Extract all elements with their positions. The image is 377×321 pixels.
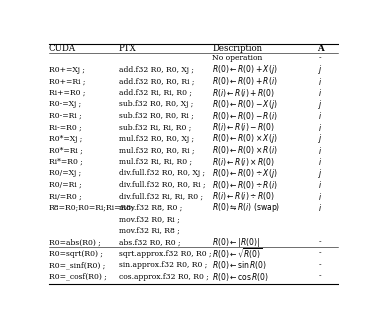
Text: CUDA: CUDA [49,44,76,53]
Text: $j$: $j$ [318,98,323,111]
Text: sqrt.approx.f32 R0, R0 ;: sqrt.approx.f32 R0, R0 ; [119,250,211,258]
Text: R0=_sinf(R0) ;: R0=_sinf(R0) ; [49,261,105,269]
Text: $i$: $i$ [318,110,322,121]
Text: sub.f32 R0, R0, Xj ;: sub.f32 R0, R0, Xj ; [119,100,193,108]
Text: $j$: $j$ [318,63,323,76]
Text: R0+=Xj ;: R0+=Xj ; [49,66,84,74]
Text: $R(0)\leftarrow R(0)\div R(i)$: $R(0)\leftarrow R(0)\div R(i)$ [212,179,278,191]
Text: $R(0)\leftarrow R(0)\div X(j)$: $R(0)\leftarrow R(0)\div X(j)$ [212,167,278,180]
Text: A: A [317,44,324,53]
Text: Ri-=R0 ;: Ri-=R0 ; [49,123,81,131]
Text: R0*=Xj ;: R0*=Xj ; [49,135,82,143]
Text: -: - [319,238,322,246]
Text: R0=abs(R0) ;: R0=abs(R0) ; [49,238,100,246]
Text: $R(0)\leftarrow R(0)\times R(i)$: $R(0)\leftarrow R(0)\times R(i)$ [212,144,278,156]
Text: -: - [319,250,322,258]
Text: sin.approx.f32 R0, R0 ;: sin.approx.f32 R0, R0 ; [119,261,207,269]
Text: R8=R0;R0=Ri;Ri=R8;: R8=R0;R0=Ri;Ri=R8; [49,204,134,212]
Text: $i$: $i$ [318,76,322,87]
Text: -: - [319,261,322,269]
Text: R0=_cosf(R0) ;: R0=_cosf(R0) ; [49,273,106,281]
Text: R0=sqrt(R0) ;: R0=sqrt(R0) ; [49,250,103,258]
Text: $R(0)\leftrightharpoons R(i)$ (swap): $R(0)\leftrightharpoons R(i)$ (swap) [212,201,280,214]
Text: $R(i)\leftarrow R(i)-R(0)$: $R(i)\leftarrow R(i)-R(0)$ [212,121,275,133]
Text: Ri*=R0 ;: Ri*=R0 ; [49,158,83,166]
Text: mul.f32 R0, R0, Ri ;: mul.f32 R0, R0, Ri ; [119,146,194,154]
Text: div.full.f32 R0, R0, Ri ;: div.full.f32 R0, R0, Ri ; [119,181,205,189]
Text: mov.f32 R8, R0 ;: mov.f32 R8, R0 ; [119,204,182,212]
Text: -: - [319,273,322,281]
Text: Ri+=R0 ;: Ri+=R0 ; [49,89,85,97]
Text: mul.f32 R0, R0, Xj ;: mul.f32 R0, R0, Xj ; [119,135,194,143]
Text: No operation: No operation [212,54,262,62]
Text: Description: Description [212,44,262,53]
Text: sub.f32 R0, R0, Ri ;: sub.f32 R0, R0, Ri ; [119,112,193,120]
Text: $i$: $i$ [318,122,322,133]
Text: $R(0)\leftarrow R(0)+X(j)$: $R(0)\leftarrow R(0)+X(j)$ [212,63,278,76]
Text: R0*=Ri ;: R0*=Ri ; [49,146,83,154]
Text: PTX: PTX [119,44,136,53]
Text: mov.f32 Ri, R8 ;: mov.f32 Ri, R8 ; [119,227,179,235]
Text: -: - [319,54,322,62]
Text: $R(0)\leftarrow R(0)\times X(j)$: $R(0)\leftarrow R(0)\times X(j)$ [212,132,278,145]
Text: $i$: $i$ [318,156,322,167]
Text: $R(0)\leftarrow R(0)-R(i)$: $R(0)\leftarrow R(0)-R(i)$ [212,110,278,122]
Text: R0/=Xj ;: R0/=Xj ; [49,169,81,177]
Text: $R(0)\leftarrow \sqrt{R(0)}$: $R(0)\leftarrow \sqrt{R(0)}$ [212,247,263,261]
Text: $i$: $i$ [318,87,322,98]
Text: Ri/=R0 ;: Ri/=R0 ; [49,192,81,200]
Text: $j$: $j$ [318,167,323,180]
Text: add.f32 Ri, Ri, R0 ;: add.f32 Ri, Ri, R0 ; [119,89,192,97]
Text: $i$: $i$ [318,179,322,190]
Text: add.f32 R0, R0, Ri ;: add.f32 R0, R0, Ri ; [119,77,194,85]
Text: $i$: $i$ [318,202,322,213]
Text: R0-=Ri ;: R0-=Ri ; [49,112,81,120]
Text: mul.f32 Ri, Ri, R0 ;: mul.f32 Ri, Ri, R0 ; [119,158,192,166]
Text: R0-=Xj ;: R0-=Xj ; [49,100,81,108]
Text: add.f32 R0, R0, Xj ;: add.f32 R0, R0, Xj ; [119,66,194,74]
Text: R0+=Ri ;: R0+=Ri ; [49,77,85,85]
Text: $R(i)\leftarrow R(i)\times R(0)$: $R(i)\leftarrow R(i)\times R(0)$ [212,156,275,168]
Text: $R(i)\leftarrow R(i)+R(0)$: $R(i)\leftarrow R(i)+R(0)$ [212,87,275,99]
Text: $R(0)\leftarrow R(0)-X(j)$: $R(0)\leftarrow R(0)-X(j)$ [212,98,278,111]
Text: cos.approx.f32 R0, R0 ;: cos.approx.f32 R0, R0 ; [119,273,208,281]
Text: $R(0)\leftarrow |R(0)|$: $R(0)\leftarrow |R(0)|$ [212,236,260,249]
Text: $R(0)\leftarrow \sin R(0)$: $R(0)\leftarrow \sin R(0)$ [212,259,267,271]
Text: $R(0)\leftarrow R(0)+R(i)$: $R(0)\leftarrow R(0)+R(i)$ [212,75,278,87]
Text: R0/=Ri ;: R0/=Ri ; [49,181,81,189]
Text: $R(i)\leftarrow R(i)\div R(0)$: $R(i)\leftarrow R(i)\div R(0)$ [212,190,275,202]
Text: sub.f32 Ri, Ri, R0 ;: sub.f32 Ri, Ri, R0 ; [119,123,191,131]
Text: $j$: $j$ [318,132,323,145]
Text: $i$: $i$ [318,191,322,202]
Text: $R(0)\leftarrow \cos R(0)$: $R(0)\leftarrow \cos R(0)$ [212,271,269,283]
Text: div.full.f32 Ri, Ri, R0 ;: div.full.f32 Ri, Ri, R0 ; [119,192,203,200]
Text: abs.f32 R0, R0 ;: abs.f32 R0, R0 ; [119,238,180,246]
Text: $i$: $i$ [318,145,322,156]
Text: mov.f32 R0, Ri ;: mov.f32 R0, Ri ; [119,215,179,223]
Text: div.full.f32 R0, R0, Xj ;: div.full.f32 R0, R0, Xj ; [119,169,205,177]
